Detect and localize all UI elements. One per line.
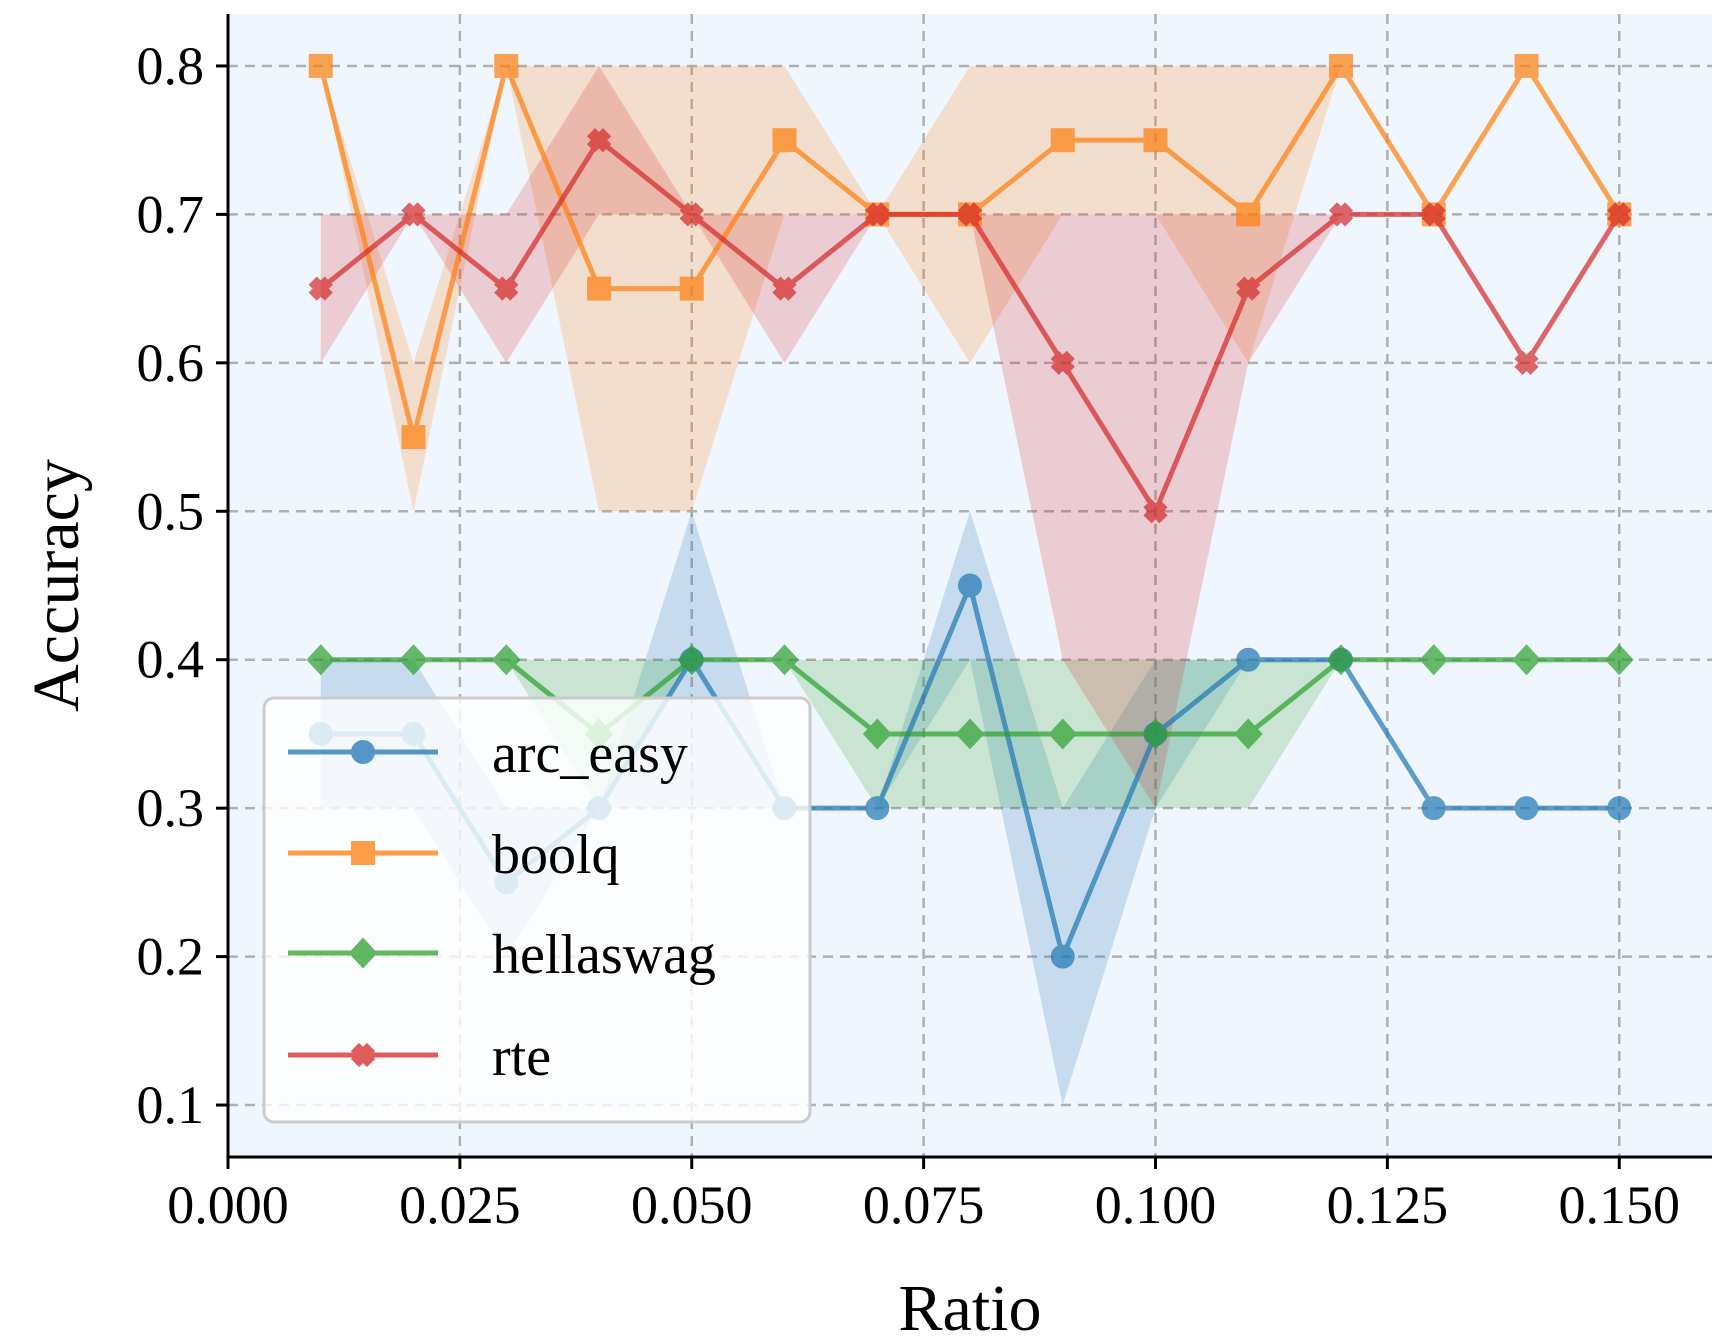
point-boolq [1329,53,1353,78]
legend-marker [348,937,378,969]
point-arc_easy [1050,944,1075,969]
point-hellaswag [1233,718,1263,750]
point-boolq [1236,202,1261,227]
legend-item-rte [288,1042,438,1068]
legend-marker [351,841,375,865]
y-tick-label: 0.1 [137,1075,205,1135]
x-tick-label: 0.125 [1327,1175,1449,1235]
legend-marker [351,740,375,764]
point-rte [772,276,797,301]
x-tick-label: 0.000 [167,1175,289,1235]
point-boolq [679,276,704,301]
series-hellaswag [306,644,1634,750]
point-rte [957,202,983,227]
point-boolq [1143,128,1168,153]
point-hellaswag [677,644,707,676]
point-boolq [587,276,611,301]
axes: 0.1 0.2 0.3 0.4 0.5 0.6 0.7 0.8 0.000 0.025 0.050 0… [137,14,1712,1235]
x-tick-label: 0.050 [631,1175,753,1235]
point-boolq [1514,53,1539,78]
point-rte [1421,202,1446,227]
point-rte [1050,350,1075,375]
point-rte [679,202,704,227]
point-hellaswag [1604,644,1634,676]
point-rte [1607,202,1632,227]
legend-label: rte [492,1026,551,1088]
point-hellaswag [306,644,336,676]
point-boolq [494,53,519,78]
y-tick-label: 0.3 [137,778,205,838]
point-rte [586,128,612,153]
point-hellaswag [1141,718,1170,750]
point-hellaswag [1512,644,1541,676]
point-rte [401,202,426,227]
point-hellaswag [1419,644,1449,676]
point-hellaswag [770,644,799,676]
point-rte [308,276,333,301]
x-axis-title: Ratio [899,1272,1042,1336]
legend-marker [350,1042,376,1068]
x-tick-label: 0.075 [863,1175,985,1235]
legend-label: boolq [492,824,620,886]
y-tick-label: 0.5 [137,481,205,541]
y-tick-label: 0.8 [137,36,205,96]
point-hellaswag [955,718,985,750]
point-hellaswag [1326,644,1356,676]
y-tick-label: 0.7 [137,184,205,244]
point-boolq [401,425,426,450]
point-arc_easy [1514,796,1539,821]
legend-item-boolq [288,841,438,865]
point-boolq [1050,128,1075,153]
point-arc_easy [958,573,982,598]
x-tick-label: 0.100 [1095,1175,1217,1235]
y-tick-label: 0.4 [137,630,205,690]
legend-label: hellaswag [492,924,716,986]
y-tick-label: 0.6 [137,333,205,393]
legend-box [262,696,812,1124]
point-boolq [308,53,333,78]
x-tick-label: 0.150 [1559,1175,1681,1235]
series-rte [308,128,1632,524]
point-arc_easy [1421,796,1446,821]
x-tick-label: 0.025 [399,1175,521,1235]
point-rte [865,202,890,227]
legend-item-arc_easy [288,740,438,764]
point-boolq [772,128,797,153]
point-rte [494,276,519,301]
point-arc_easy [865,796,890,821]
point-rte [1514,350,1539,375]
point-arc_easy [1607,796,1632,821]
point-rte [1143,499,1168,524]
point-hellaswag [862,718,892,750]
point-hellaswag [399,644,428,676]
point-hellaswag [1048,718,1078,750]
legend-label: arc_easy [492,723,688,785]
point-rte [1236,276,1261,301]
point-hellaswag [491,644,521,676]
y-tick-label: 0.2 [137,927,205,987]
point-rte [1328,202,1354,227]
legend-item-hellaswag [288,937,438,969]
point-arc_easy [1236,647,1261,672]
y-axis-title: Accuracy [20,459,93,712]
